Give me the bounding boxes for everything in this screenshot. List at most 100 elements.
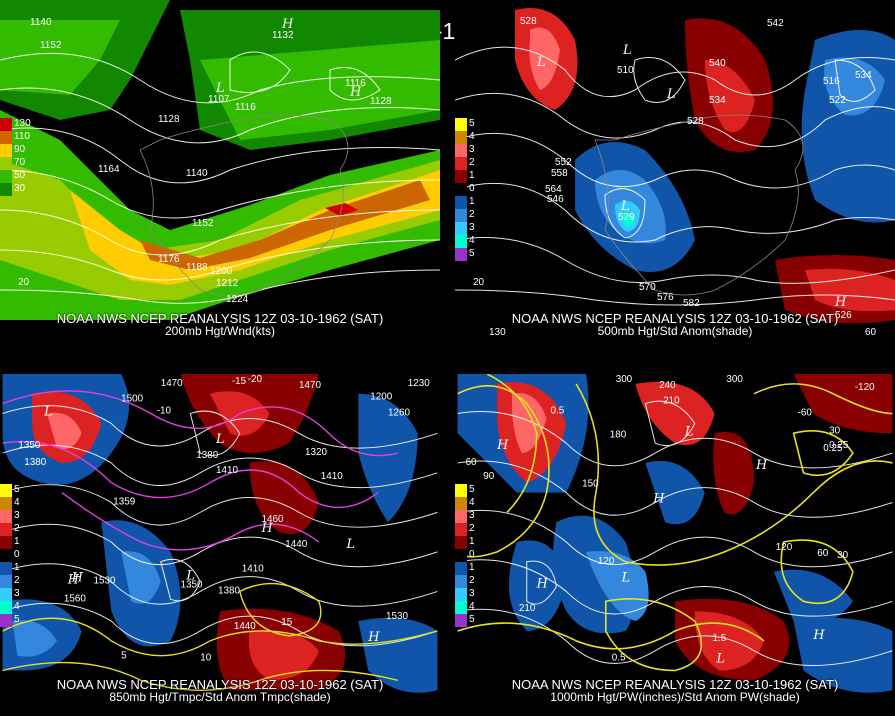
low-center: L	[536, 55, 546, 70]
legend-swatch	[0, 562, 12, 575]
legend-label: 0	[14, 549, 20, 560]
low-center: L	[684, 424, 694, 439]
contour-label: 180	[610, 429, 627, 440]
low-center: L	[620, 199, 630, 214]
contour-label: 30	[837, 550, 848, 561]
contour-label: 1152	[192, 218, 214, 229]
contour-label: 10	[200, 653, 211, 664]
legend-swatch	[455, 484, 467, 497]
contour-label: 1132	[272, 30, 294, 41]
high-center: H	[755, 458, 768, 473]
legend-label: 3	[469, 222, 475, 233]
low-center: L	[716, 652, 726, 667]
legend-label: 5	[469, 248, 475, 259]
legend-label: 4	[469, 131, 475, 142]
legend-label: 130	[14, 118, 31, 129]
contour-label: 1116	[235, 102, 256, 113]
legend-label: 50	[14, 170, 26, 181]
panel-200mb: 1140 1152 1132 1107 1116 1116 1128 1128 …	[0, 0, 440, 338]
legend-label: 1	[14, 562, 20, 573]
legend-label: 5	[469, 484, 475, 495]
contour-label: 240	[659, 380, 676, 391]
legend-label: 3	[469, 144, 475, 155]
contour-label: 20	[18, 277, 30, 288]
high-center: H	[67, 573, 80, 588]
panel-1000mb: 300 240 210 180 150 120 90 60 30 0.25 0.…	[455, 374, 895, 716]
contour-label: 1200	[370, 392, 392, 403]
contour-label: -15	[232, 376, 247, 387]
contour-label: 529	[618, 212, 635, 223]
legend-swatch	[455, 549, 467, 562]
contour-label: 1212	[216, 278, 239, 289]
legend-label: 110	[14, 131, 30, 142]
contour-label: 1530	[93, 576, 115, 587]
legend-swatch	[455, 510, 467, 523]
contour-label: 130	[489, 327, 506, 338]
contour-label: 1188	[186, 262, 208, 273]
legend-swatch	[0, 588, 12, 601]
legend-swatch	[455, 601, 467, 614]
legend-swatch	[455, 497, 467, 510]
contour-label: 1128	[370, 96, 392, 107]
low-center: L	[621, 571, 631, 586]
legend-swatch	[0, 484, 12, 497]
legend-label: 0	[469, 183, 475, 194]
contour-label: 582	[683, 298, 700, 309]
contour-label: 1350	[18, 440, 40, 451]
field-label: 500mb Hgt/Std Anom(shade)	[597, 324, 753, 338]
legend-swatch	[0, 131, 12, 144]
contour-label: 1380	[218, 585, 240, 596]
panel-caption: NOAA NWS NCEP REANALYSIS 12Z 03-10-1962 …	[0, 312, 440, 338]
legend-label: 2	[469, 209, 475, 220]
panel-850mb: 1470 1500 1350 1380 1410 1380 1200 1260 …	[0, 374, 440, 716]
contour-label: 522	[829, 95, 846, 106]
contour-label: 150	[582, 479, 599, 490]
legend-swatch	[0, 523, 12, 536]
high-center: H	[812, 628, 825, 643]
map-850mb: 1470 1500 1350 1380 1410 1380 1200 1260 …	[2, 374, 438, 712]
high-center: H	[834, 295, 847, 310]
contour-label: 1176	[158, 254, 180, 265]
field-label: 200mb Hgt/Wnd(kts)	[164, 324, 276, 338]
legend-label: 2	[469, 575, 475, 586]
legend-swatch	[0, 601, 12, 614]
contour-label: 546	[547, 194, 564, 205]
legend-swatch	[455, 536, 467, 549]
contour-label: 1230	[408, 378, 430, 389]
contour-label: 1128	[158, 114, 180, 125]
contour-label: 1380	[196, 450, 218, 461]
legend-swatch	[0, 575, 12, 588]
source-label: NOAA NWS NCEP REANALYSIS 12Z 03-10-1962 …	[511, 677, 839, 692]
legend-label: 3	[469, 588, 475, 599]
legend-label: 3	[14, 510, 20, 521]
contour-label: 0.25	[829, 440, 849, 451]
contour-label: 1410	[321, 471, 343, 482]
color-legend: 130 110 90 70 50 30	[0, 118, 31, 196]
source-label: NOAA NWS NCEP REANALYSIS 12Z 03-10-1962 …	[56, 677, 384, 692]
field-label: 850mb Hgt/Tmpc/Std Anom Tmpc(shade)	[109, 690, 331, 704]
contour-label: 1140	[186, 168, 208, 179]
contour-label: 516	[823, 76, 840, 87]
color-legend: 5 4 3 2 1 0 1 2 3 4 5	[455, 118, 475, 261]
contour-label: 120	[598, 556, 615, 567]
legend-swatch	[0, 144, 12, 157]
high-center: H	[71, 571, 84, 586]
legend-label: 1	[14, 536, 20, 547]
legend-label: 2	[14, 575, 20, 586]
low-center: L	[43, 405, 53, 420]
legend-swatch	[455, 235, 467, 248]
legend-swatch	[0, 157, 12, 170]
high-center: H	[652, 491, 665, 506]
legend-swatch	[0, 118, 12, 131]
legend-swatch	[455, 157, 467, 170]
legend-swatch	[455, 170, 467, 183]
contour-label: 15	[281, 617, 292, 628]
legend-label: 1	[469, 170, 475, 181]
contour-label: 1410	[242, 564, 264, 575]
legend-label: 4	[14, 601, 20, 612]
legend-label: 5	[14, 484, 20, 495]
legend-swatch	[455, 588, 467, 601]
legend-label: 5	[14, 614, 20, 625]
contour-label: 1359	[113, 496, 135, 507]
map-200mb: 1140 1152 1132 1107 1116 1116 1128 1128 …	[0, 0, 440, 338]
